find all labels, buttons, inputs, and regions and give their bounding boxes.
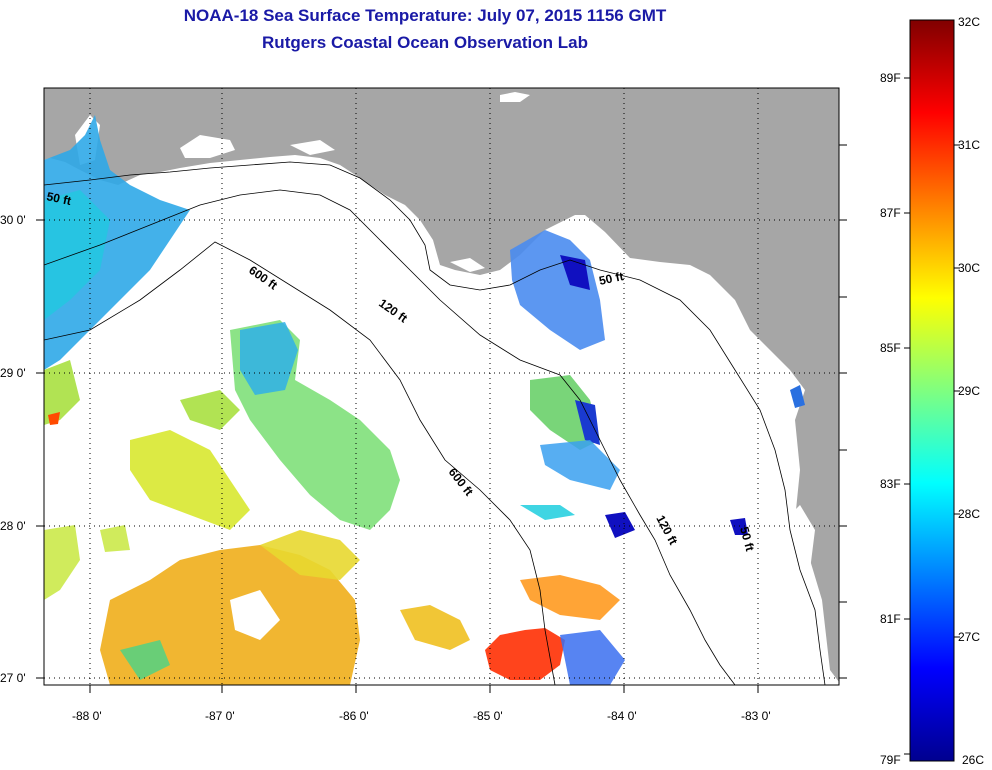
lon-tick-label: -85 0' bbox=[473, 709, 503, 723]
lake-patch bbox=[500, 92, 530, 102]
contour-label: 50 ft bbox=[598, 269, 625, 288]
depth-contours bbox=[44, 161, 826, 685]
lat-tick-label: 28 0' bbox=[0, 519, 26, 533]
colorbar-label-c: 28C bbox=[958, 507, 980, 521]
colorbar-label-f: 87F bbox=[880, 206, 901, 220]
frame-ticks bbox=[36, 144, 847, 693]
plot-area bbox=[44, 88, 839, 685]
contour-600ft bbox=[44, 241, 556, 685]
lat-tick-label: 29 0' bbox=[0, 366, 26, 380]
colorbar-gradient bbox=[909, 19, 955, 762]
colorbar-label-c: 26C bbox=[962, 753, 984, 767]
contour-50ft bbox=[44, 161, 826, 685]
colorbar-label-f: 85F bbox=[880, 341, 901, 355]
colorbar-label-f: 83F bbox=[880, 477, 901, 491]
colorbar-label-f: 81F bbox=[880, 612, 901, 626]
contour-label: 50 ft bbox=[737, 525, 757, 552]
choctawhatchee-bay bbox=[290, 140, 335, 155]
colorbar-label-f: 89F bbox=[880, 71, 901, 85]
lat-tick-label: 27 0' bbox=[0, 671, 26, 685]
sst-data bbox=[44, 115, 805, 685]
lon-tick-label: -86 0' bbox=[339, 709, 369, 723]
apalachicola-bay bbox=[450, 258, 485, 272]
colorbar: 32C 31C 30C 29C 28C 27C 26C 89F 87F 85F … bbox=[880, 15, 984, 767]
land-mass bbox=[44, 88, 839, 682]
map-subtitle: Rutgers Coastal Ocean Observation Lab bbox=[262, 33, 588, 52]
lat-tick-label: 30 0' bbox=[0, 213, 26, 227]
tampa-bay bbox=[785, 505, 815, 570]
lon-axis-labels: -88 0' -87 0' -86 0' -85 0' -84 0' -83 0… bbox=[72, 709, 771, 723]
colorbar-label-c: 29C bbox=[958, 384, 980, 398]
map-title: NOAA-18 Sea Surface Temperature: July 07… bbox=[183, 6, 667, 25]
colorbar-label-c: 30C bbox=[958, 261, 980, 275]
colorbar-label-c: 32C bbox=[958, 15, 980, 29]
pensacola-bay bbox=[180, 135, 235, 158]
lon-tick-label: -84 0' bbox=[607, 709, 637, 723]
contour-120ft bbox=[44, 189, 736, 685]
colorbar-label-c: 31C bbox=[958, 138, 980, 152]
colorbar-label-f: 79F bbox=[880, 753, 901, 767]
lat-axis-labels: 30 0' 29 0' 28 0' 27 0' bbox=[0, 213, 26, 685]
contour-label: 50 ft bbox=[45, 189, 72, 208]
lon-tick-label: -88 0' bbox=[72, 709, 102, 723]
lon-tick-label: -87 0' bbox=[205, 709, 235, 723]
lon-tick-label: -83 0' bbox=[741, 709, 771, 723]
map-frame bbox=[43, 87, 840, 686]
colorbar-label-c: 27C bbox=[958, 630, 980, 644]
